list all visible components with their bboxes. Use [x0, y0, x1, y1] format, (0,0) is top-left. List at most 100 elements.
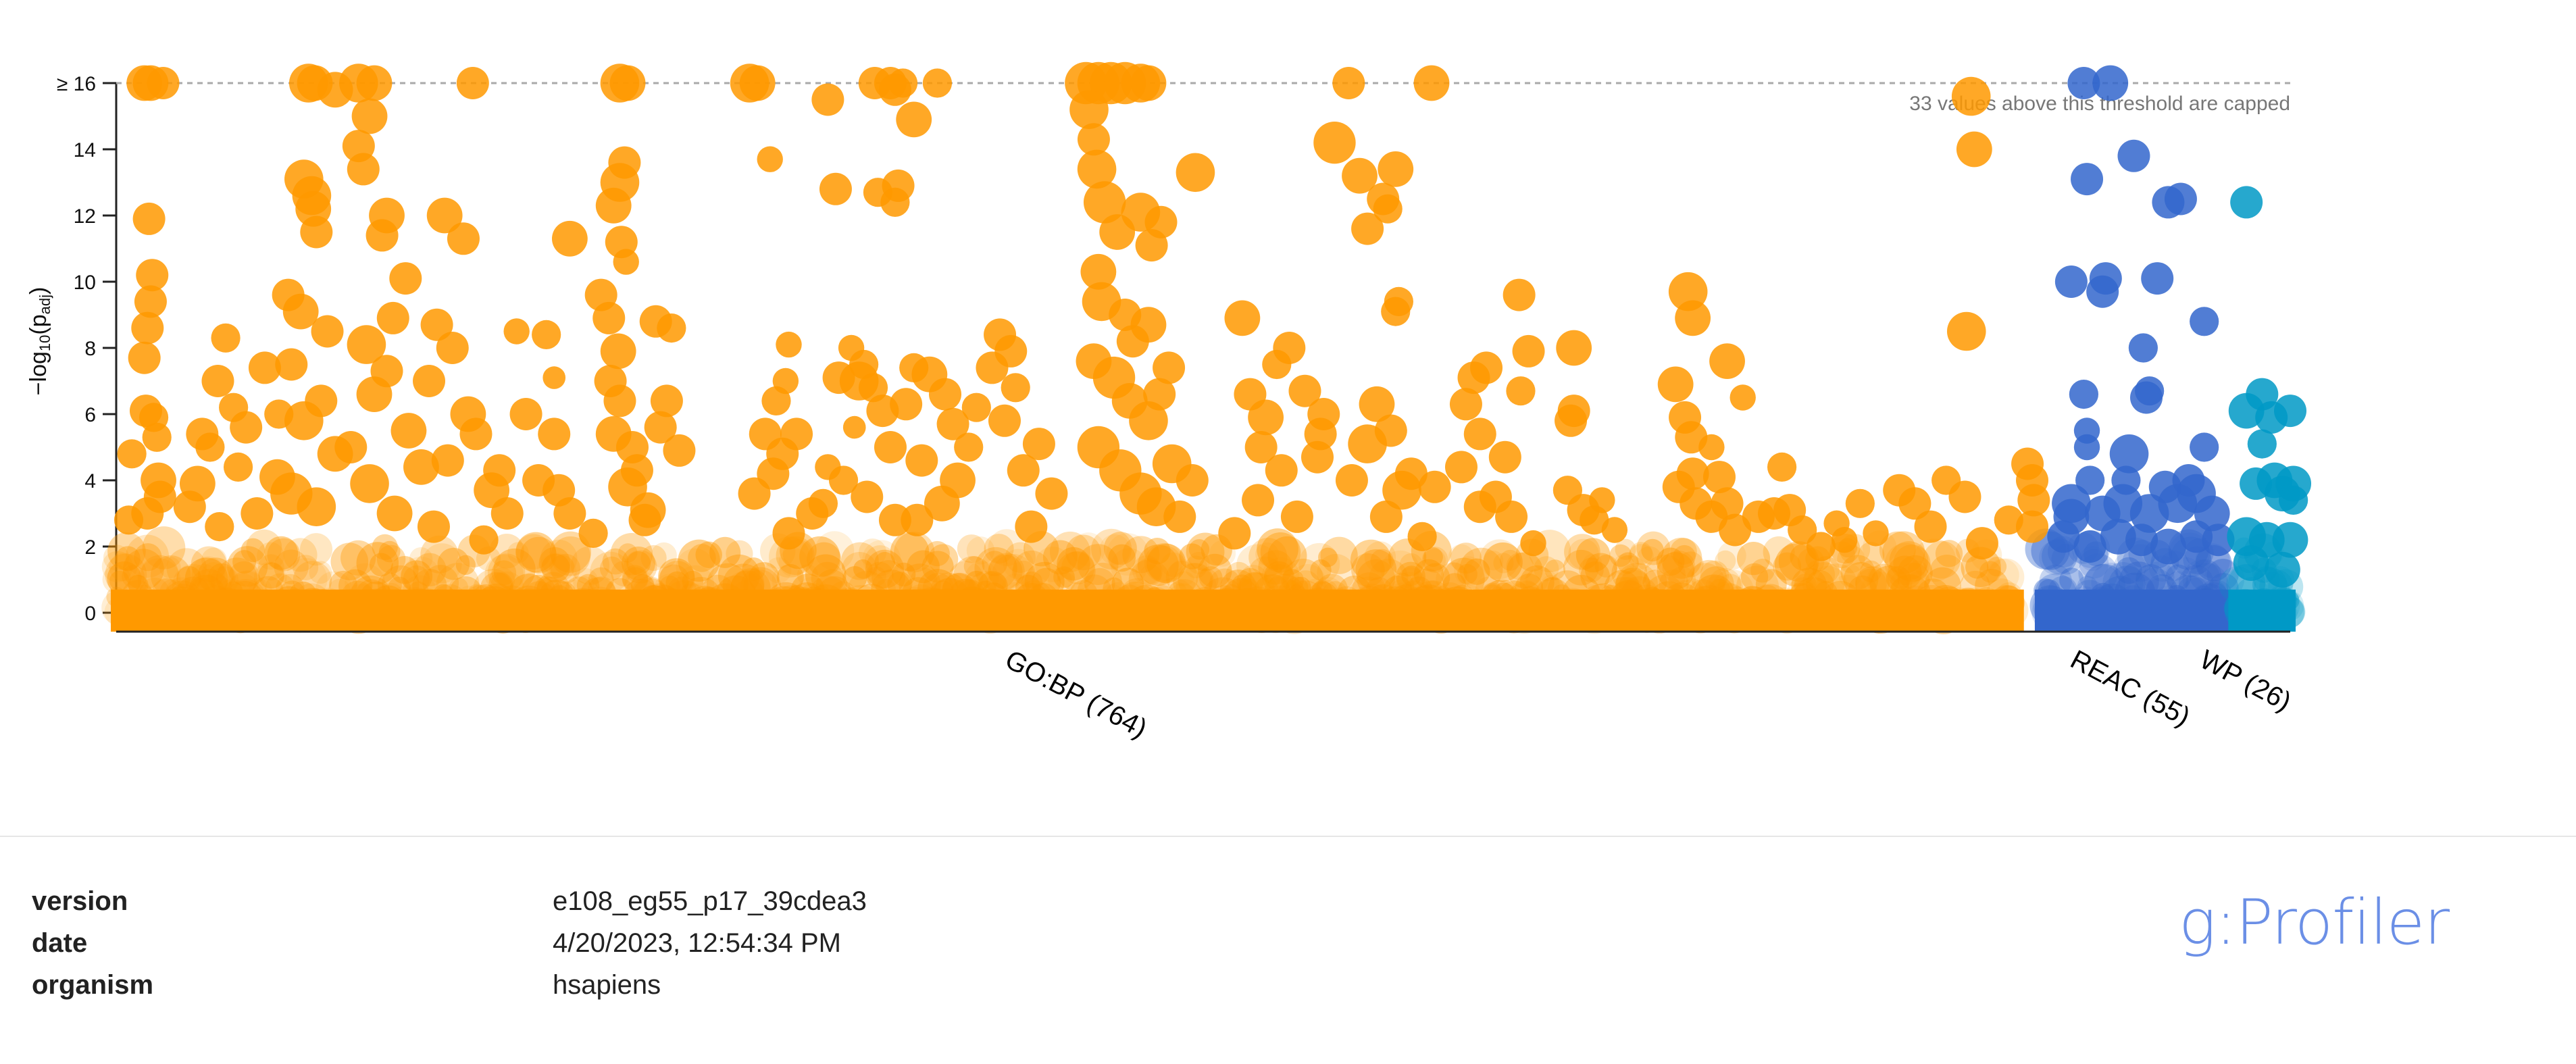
- data-point[interactable]: [1248, 399, 1284, 436]
- data-point[interactable]: [880, 187, 910, 217]
- data-point[interactable]: [1589, 487, 1615, 513]
- data-point[interactable]: [628, 503, 661, 536]
- data-point[interactable]: [761, 386, 791, 416]
- data-point[interactable]: [2190, 307, 2219, 336]
- data-point[interactable]: [994, 334, 1028, 368]
- data-point[interactable]: [1342, 157, 1378, 194]
- data-point[interactable]: [351, 98, 388, 134]
- data-point[interactable]: [284, 401, 324, 440]
- data-point[interactable]: [2190, 432, 2219, 462]
- data-point[interactable]: [1831, 527, 1858, 553]
- data-point[interactable]: [2125, 524, 2158, 557]
- data-point[interactable]: [1288, 374, 1321, 407]
- data-point[interactable]: [780, 417, 813, 451]
- data-point[interactable]: [1001, 373, 1030, 403]
- data-point[interactable]: [1265, 454, 1298, 487]
- data-point[interactable]: [1083, 181, 1126, 224]
- data-point[interactable]: [1444, 451, 1478, 484]
- data-point[interactable]: [2086, 275, 2119, 308]
- data-point[interactable]: [1449, 388, 1482, 421]
- data-point[interactable]: [1153, 351, 1186, 384]
- data-point[interactable]: [1116, 325, 1149, 358]
- data-point[interactable]: [436, 332, 469, 364]
- data-point[interactable]: [1373, 194, 1403, 224]
- data-point[interactable]: [1332, 67, 1365, 99]
- data-point[interactable]: [1273, 332, 1306, 364]
- data-point[interactable]: [2054, 265, 2088, 298]
- data-point[interactable]: [2130, 381, 2163, 414]
- data-point[interactable]: [1163, 500, 1196, 533]
- data-point[interactable]: [1130, 65, 1167, 101]
- data-point[interactable]: [739, 65, 776, 101]
- data-point[interactable]: [1956, 131, 1992, 168]
- data-point[interactable]: [954, 432, 984, 462]
- data-point[interactable]: [1348, 424, 1387, 463]
- data-point[interactable]: [738, 477, 771, 510]
- data-point[interactable]: [1463, 417, 1496, 451]
- data-point[interactable]: [553, 497, 586, 530]
- data-point[interactable]: [2017, 484, 2050, 517]
- data-point[interactable]: [1218, 517, 1251, 550]
- data-point[interactable]: [223, 452, 253, 482]
- data-point[interactable]: [1280, 500, 1313, 533]
- data-point[interactable]: [1077, 149, 1117, 189]
- data-point[interactable]: [447, 222, 480, 255]
- data-point[interactable]: [483, 454, 516, 487]
- data-point[interactable]: [905, 444, 938, 477]
- data-point[interactable]: [1806, 532, 1836, 561]
- data-point[interactable]: [1495, 500, 1528, 533]
- data-point[interactable]: [2265, 551, 2300, 588]
- data-point[interactable]: [874, 431, 907, 463]
- data-point[interactable]: [2067, 67, 2100, 99]
- data-point[interactable]: [376, 495, 413, 532]
- data-point[interactable]: [1077, 123, 1110, 156]
- data-point[interactable]: [413, 365, 446, 397]
- data-point[interactable]: [538, 417, 571, 451]
- data-point[interactable]: [431, 444, 464, 477]
- data-point[interactable]: [356, 376, 393, 412]
- data-point[interactable]: [1369, 500, 1403, 533]
- data-point[interactable]: [2230, 186, 2263, 219]
- data-point[interactable]: [2247, 429, 2277, 459]
- data-point[interactable]: [922, 68, 953, 98]
- data-point[interactable]: [230, 411, 263, 444]
- data-point[interactable]: [389, 262, 422, 295]
- data-point[interactable]: [851, 480, 884, 513]
- data-point[interactable]: [131, 311, 164, 345]
- data-point[interactable]: [275, 348, 308, 381]
- data-point[interactable]: [896, 101, 932, 138]
- data-point[interactable]: [663, 434, 696, 467]
- data-point[interactable]: [282, 293, 319, 330]
- data-point[interactable]: [650, 384, 683, 417]
- data-point[interactable]: [1022, 428, 1055, 461]
- data-point[interactable]: [1845, 488, 1875, 518]
- data-point[interactable]: [1007, 454, 1040, 487]
- data-point[interactable]: [2128, 333, 2158, 363]
- data-point[interactable]: [211, 323, 241, 353]
- data-point[interactable]: [1675, 300, 1711, 336]
- data-point[interactable]: [1788, 515, 1817, 545]
- data-point[interactable]: [1413, 65, 1450, 101]
- data-point[interactable]: [1080, 253, 1117, 290]
- data-point[interactable]: [117, 439, 147, 469]
- data-point[interactable]: [1951, 76, 1991, 116]
- data-point[interactable]: [459, 417, 493, 451]
- data-point[interactable]: [2279, 485, 2308, 515]
- data-point[interactable]: [1335, 464, 1368, 497]
- data-point[interactable]: [195, 432, 225, 462]
- data-point[interactable]: [1176, 464, 1209, 497]
- data-point[interactable]: [1863, 520, 1889, 547]
- data-point[interactable]: [334, 431, 368, 463]
- data-point[interactable]: [1709, 343, 1745, 379]
- data-point[interactable]: [592, 301, 626, 334]
- data-point[interactable]: [1359, 386, 1395, 422]
- data-point[interactable]: [988, 404, 1021, 437]
- data-point[interactable]: [1313, 122, 1356, 164]
- data-point[interactable]: [248, 351, 281, 384]
- data-point[interactable]: [426, 197, 463, 234]
- data-point[interactable]: [469, 525, 499, 555]
- data-point[interactable]: [1035, 477, 1068, 510]
- data-point[interactable]: [1224, 300, 1261, 336]
- data-point[interactable]: [1129, 401, 1168, 440]
- data-point[interactable]: [2233, 545, 2269, 581]
